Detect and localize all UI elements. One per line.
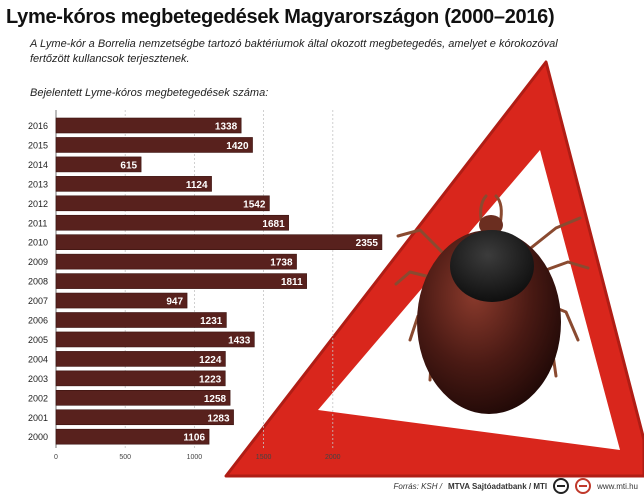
bar	[55, 195, 270, 212]
chart-label: Bejelentett Lyme-kóros megbetegedések sz…	[30, 87, 269, 99]
x-tick-label: 1500	[256, 454, 272, 461]
bar-value-label: 947	[166, 297, 183, 308]
bar-value-label: 1811	[281, 277, 303, 288]
bar-value-label: 615	[120, 160, 137, 171]
bar	[55, 409, 234, 426]
bar-value-label: 1106	[183, 433, 205, 444]
bar-value-label: 1124	[186, 180, 208, 191]
x-tick-label: 0	[54, 454, 58, 461]
bar-value-label: 2355	[356, 238, 379, 249]
footer-source: Forrás: KSH /	[393, 481, 442, 491]
year-label: 2011	[28, 218, 47, 228]
x-tick-label: 2000	[325, 454, 341, 461]
mtva-logo-icon	[553, 478, 570, 494]
year-label: 2013	[28, 179, 48, 189]
year-label: 2012	[28, 199, 48, 209]
year-label: 2008	[28, 277, 48, 287]
bar	[55, 331, 255, 348]
bar-value-label: 1258	[204, 394, 227, 405]
bar	[55, 351, 226, 367]
bar-value-label: 1420	[226, 141, 249, 152]
year-label: 2004	[28, 354, 48, 364]
x-tick-label: 500	[119, 454, 131, 461]
bar	[55, 389, 231, 406]
bar	[55, 156, 142, 173]
bar-value-label: 1223	[199, 374, 222, 385]
bar	[55, 234, 383, 250]
year-label: 2009	[28, 257, 48, 267]
year-label: 2010	[28, 238, 48, 248]
bar	[55, 292, 188, 309]
bar-value-label: 1738	[270, 258, 293, 269]
year-label: 2001	[28, 413, 48, 423]
bar	[55, 273, 307, 289]
year-label: 2014	[28, 160, 48, 170]
bar	[55, 312, 227, 328]
year-label: 2015	[28, 140, 48, 150]
bar	[55, 176, 212, 192]
bar	[55, 253, 297, 270]
year-label: 2005	[28, 335, 48, 345]
bar-value-label: 1338	[215, 122, 238, 133]
footer-url: www.mti.hu	[597, 481, 638, 491]
bar	[55, 370, 226, 387]
bar-value-label: 1231	[200, 316, 223, 327]
footer: Forrás: KSH / MTVA Sajtóadatbank / MTI w…	[394, 477, 638, 495]
bar-value-label: 1283	[207, 413, 230, 424]
bar-value-label: 1542	[243, 199, 266, 210]
bar-value-label: 1681	[262, 219, 285, 230]
page-subtitle: A Lyme-kór a Borrelia nemzetségbe tartoz…	[30, 38, 558, 65]
year-label: 2007	[28, 296, 48, 306]
year-label: 2006	[28, 316, 48, 326]
page-title: Lyme-kóros megbetegedések Magyarországon…	[6, 6, 555, 28]
bar	[55, 137, 253, 153]
bar	[55, 428, 210, 445]
year-label: 2003	[28, 374, 48, 384]
bar	[55, 214, 289, 231]
year-label: 2002	[28, 393, 48, 403]
bar-value-label: 1224	[199, 355, 222, 366]
mti-logo-icon	[575, 478, 592, 494]
tick-icon	[394, 194, 590, 414]
year-label: 2000	[28, 432, 48, 442]
bar-value-label: 1433	[228, 335, 251, 346]
bar	[55, 117, 242, 134]
footer-org: MTVA Sajtóadatbank / MTI	[447, 481, 548, 491]
year-label: 2016	[28, 121, 48, 131]
x-tick-label: 1000	[187, 454, 203, 461]
